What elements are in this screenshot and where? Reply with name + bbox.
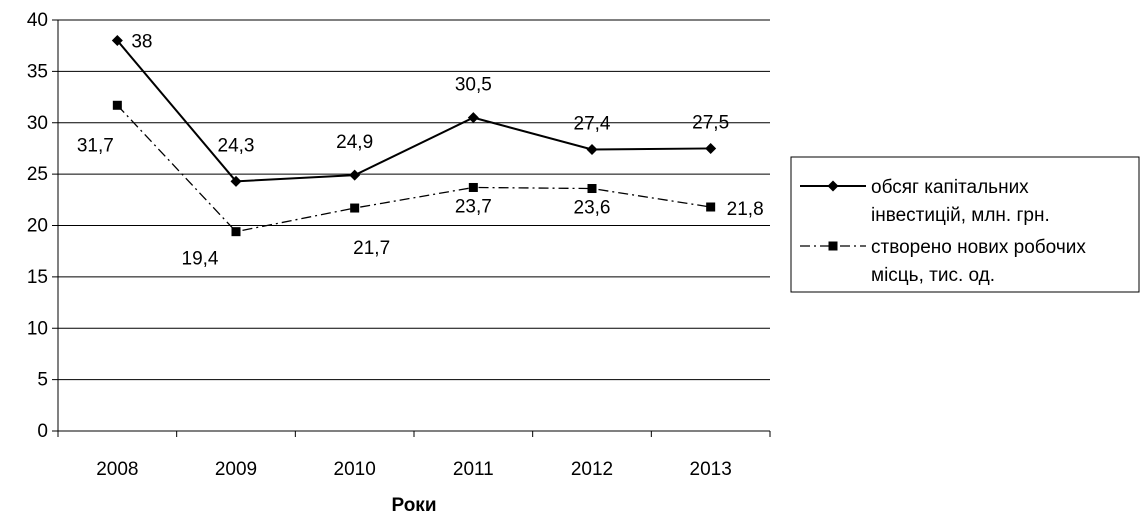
data-label-series-2: 19,4	[182, 249, 219, 270]
data-point-series-2	[231, 227, 241, 237]
data-label-series-1: 30,5	[455, 75, 492, 96]
y-tick-label: 35	[27, 61, 48, 82]
data-label-series-1: 24,3	[218, 135, 255, 156]
data-point-series-2	[706, 202, 716, 212]
data-point-series-2	[350, 203, 360, 213]
y-tick-label: 15	[27, 267, 48, 288]
data-point-series-1	[467, 112, 479, 124]
y-tick-label: 0	[37, 421, 48, 442]
data-label-series-2: 23,7	[455, 196, 492, 217]
x-tick-label: 2009	[215, 459, 257, 480]
x-axis-title: Роки	[392, 495, 437, 516]
x-tick-label: 2012	[571, 459, 613, 480]
legend-label-2: створено нових робочих	[871, 237, 1086, 258]
legend-label-1: обсяг капітальних	[871, 177, 1029, 198]
series-group	[111, 35, 717, 237]
data-point-series-2	[587, 184, 597, 194]
data-point-series-1	[111, 35, 123, 47]
data-label-series-1: 38	[131, 32, 152, 53]
legend-marker-1	[827, 180, 839, 192]
series-line-1	[116, 39, 711, 183]
data-point-series-1	[349, 169, 361, 181]
data-point-series-1	[586, 143, 598, 155]
legend-label-2: місць, тис. од.	[871, 265, 995, 286]
data-labels: 38 24,3 24,9 30,5 27,4 27,5 31,7 19,4 21,7 23,7 23…	[77, 32, 764, 270]
series-line-2	[116, 104, 711, 233]
axes: 0 5 10 15 20 25 30 35 40 2008 2009 2010 2011 2012 2013…	[27, 10, 771, 516]
y-tick-label: 5	[37, 370, 48, 391]
data-label-series-2: 21,8	[727, 199, 764, 220]
gridlines	[58, 19, 770, 432]
data-label-series-2: 23,6	[574, 198, 611, 219]
legend-marker-2	[828, 241, 838, 251]
legend-box	[790, 156, 1140, 293]
data-label-series-1: 27,5	[692, 112, 729, 133]
y-tick-label: 40	[27, 10, 48, 31]
data-label-series-2: 21,7	[353, 238, 390, 259]
data-point-series-2	[468, 182, 478, 192]
y-tick-label: 20	[27, 216, 48, 237]
data-label-series-2: 31,7	[77, 135, 114, 156]
x-tick-label: 2011	[453, 459, 494, 480]
data-label-series-1: 27,4	[574, 113, 611, 134]
legend: обсяг капітальних інвестицій, млн. грн. ст…	[790, 156, 1140, 293]
legend-label-1: інвестицій, млн. грн.	[871, 205, 1050, 226]
x-tick-label: 2008	[96, 459, 138, 480]
data-point-series-1	[705, 142, 717, 154]
data-point-series-1	[230, 175, 242, 187]
y-tick-label: 10	[27, 318, 48, 339]
x-tick-label: 2010	[334, 459, 376, 480]
y-tick-label: 25	[27, 164, 48, 185]
y-tick-label: 30	[27, 113, 48, 134]
data-label-series-1: 24,9	[336, 132, 373, 153]
x-tick-label: 2013	[690, 459, 732, 480]
data-point-series-2	[112, 100, 122, 110]
